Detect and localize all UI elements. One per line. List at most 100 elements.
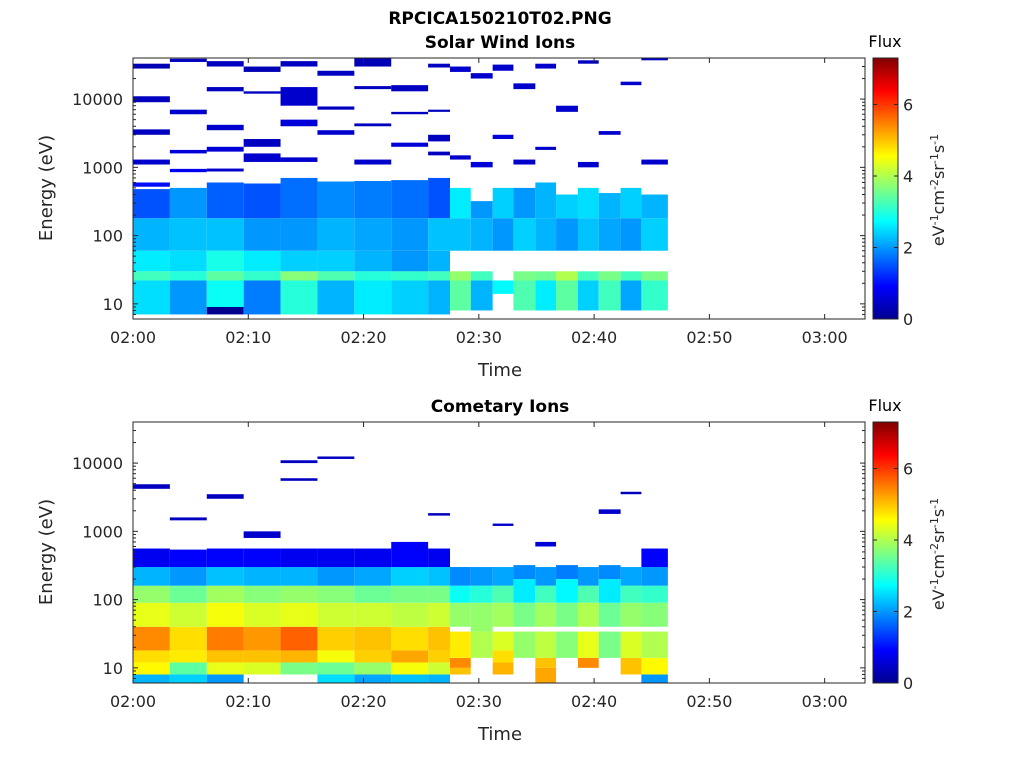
heatmap-cell bbox=[598, 579, 621, 603]
heatmap-cell bbox=[206, 548, 244, 568]
y-tick-label: 100 bbox=[92, 591, 123, 610]
heatmap-cell bbox=[492, 218, 514, 251]
heatmap-cell bbox=[243, 626, 281, 651]
x-tick-label: 02:40 bbox=[571, 692, 617, 711]
heatmap-cell bbox=[280, 650, 318, 663]
x-tick-label: 02:00 bbox=[110, 692, 156, 711]
heatmap-cell bbox=[169, 280, 207, 315]
heatmap-cell bbox=[133, 662, 170, 675]
heatmap-cell bbox=[513, 83, 536, 90]
heatmap-cell bbox=[133, 602, 170, 627]
heatmap-cell bbox=[428, 218, 451, 251]
heatmap-cell bbox=[577, 567, 599, 586]
heatmap-cell bbox=[317, 181, 355, 219]
heatmap-cell bbox=[391, 250, 429, 272]
heatmap-cell bbox=[243, 91, 281, 94]
heatmap-cell bbox=[354, 567, 392, 586]
heatmap-cell bbox=[317, 585, 355, 603]
heatmap-cell bbox=[317, 106, 355, 110]
heatmap-cell bbox=[556, 565, 578, 580]
heatmap-cell bbox=[641, 602, 668, 627]
cometary-x-axis-label: Time bbox=[477, 724, 522, 745]
heatmap-cell bbox=[206, 280, 244, 307]
heatmap-cell bbox=[577, 187, 599, 219]
heatmap-cell bbox=[280, 585, 318, 603]
heatmap-cell bbox=[556, 579, 578, 603]
heatmap-cell bbox=[492, 523, 514, 526]
heatmap-cell bbox=[535, 631, 557, 658]
heatmap-cell bbox=[133, 189, 170, 219]
heatmap-cell bbox=[620, 631, 642, 658]
solar-wind-colorbar-ticks: 0 2 4 6 bbox=[873, 95, 913, 329]
heatmap-cell bbox=[133, 63, 170, 69]
y-tick-label: 1000 bbox=[82, 522, 123, 541]
heatmap-cell bbox=[280, 460, 318, 464]
solar-wind-x-axis-label: Time bbox=[477, 360, 522, 381]
heatmap-cell bbox=[133, 484, 170, 489]
heatmap-cell bbox=[354, 626, 392, 651]
heatmap-cell bbox=[428, 674, 451, 683]
solar-wind-colorbar-title: Flux bbox=[868, 32, 901, 51]
heatmap-cell bbox=[577, 60, 599, 64]
heatmap-cell bbox=[535, 602, 557, 627]
x-tick-label: 02:30 bbox=[456, 692, 502, 711]
heatmap-cell bbox=[391, 180, 429, 219]
heatmap-cell bbox=[513, 187, 536, 219]
heatmap-cell bbox=[280, 602, 318, 627]
heatmap-cell bbox=[133, 271, 170, 281]
heatmap-cell bbox=[169, 250, 207, 272]
heatmap-cell bbox=[641, 674, 668, 683]
heatmap-cell bbox=[243, 531, 281, 538]
heatmap-cell bbox=[450, 567, 471, 586]
heatmap-cell bbox=[169, 549, 207, 568]
heatmap-cell bbox=[243, 183, 281, 219]
heatmap-cell bbox=[450, 218, 471, 251]
heatmap-cell bbox=[354, 86, 392, 90]
heatmap-cell bbox=[391, 602, 429, 627]
cometary-axes-frame bbox=[132, 421, 866, 684]
heatmap-cell bbox=[206, 218, 244, 251]
heatmap-cell bbox=[243, 548, 281, 568]
heatmap-cell bbox=[391, 142, 429, 147]
heatmap-cell bbox=[620, 271, 642, 281]
y-tick-label: 10 bbox=[103, 659, 123, 678]
heatmap-cell bbox=[641, 657, 668, 675]
heatmap-cell bbox=[641, 585, 668, 603]
heatmap-cell bbox=[428, 650, 451, 663]
heatmap-cell bbox=[317, 674, 355, 683]
heatmap-cell bbox=[169, 662, 207, 675]
heatmap-cell bbox=[598, 193, 621, 219]
heatmap-cell bbox=[280, 478, 318, 481]
solar-wind-y-axis-label: Energy (eV) bbox=[36, 135, 57, 241]
heatmap-cell bbox=[620, 280, 642, 311]
heatmap-cell bbox=[641, 218, 668, 251]
heatmap-cell bbox=[620, 567, 642, 586]
heatmap-cell bbox=[577, 218, 599, 251]
x-tick-label: 02:20 bbox=[340, 328, 386, 347]
heatmap-cell bbox=[450, 155, 471, 160]
heatmap-cell bbox=[169, 168, 207, 173]
figure-title: RPCICA150210T02.PNG bbox=[388, 9, 611, 29]
heatmap-cell bbox=[354, 662, 392, 675]
heatmap-cell bbox=[280, 271, 318, 281]
heatmap-cell bbox=[317, 70, 355, 76]
heatmap-cell bbox=[428, 63, 451, 68]
heatmap-cell bbox=[598, 271, 621, 281]
heatmap-cell bbox=[470, 602, 493, 632]
heatmap-cell bbox=[317, 218, 355, 251]
heatmap-cell bbox=[317, 662, 355, 675]
heatmap-cell bbox=[354, 218, 392, 251]
heatmap-cell bbox=[169, 602, 207, 627]
heatmap-cell bbox=[317, 650, 355, 663]
heatmap-cell bbox=[280, 119, 318, 127]
y-tick-label: 10000 bbox=[72, 90, 123, 109]
heatmap-cell bbox=[169, 218, 207, 251]
heatmap-cell bbox=[428, 151, 451, 156]
heatmap-cell bbox=[428, 250, 451, 272]
heatmap-cell bbox=[428, 280, 451, 315]
heatmap-cell bbox=[470, 161, 493, 168]
heatmap-cell bbox=[492, 567, 514, 586]
heatmap-cell bbox=[206, 650, 244, 663]
heatmap-cell bbox=[513, 218, 536, 251]
